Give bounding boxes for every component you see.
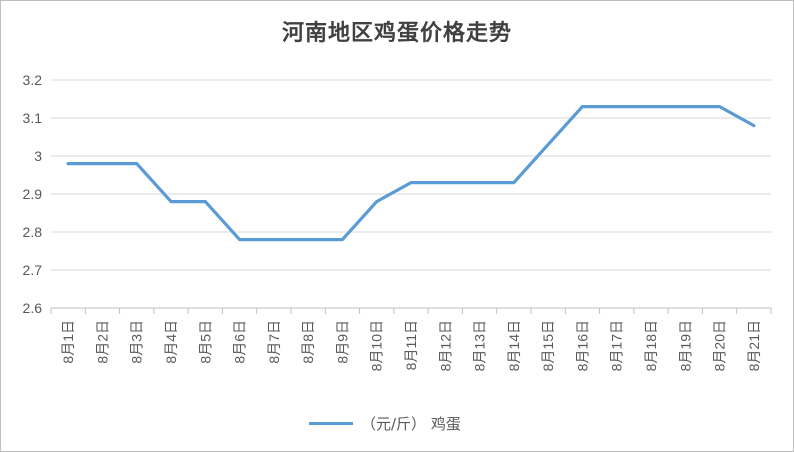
y-tick-label: 3.1 [23, 110, 43, 126]
x-tick-label: 8月19日 [677, 320, 693, 371]
x-tick-label: 8月21日 [746, 320, 762, 371]
x-tick-label: 8月11日 [403, 320, 419, 370]
y-tick-label: 2.7 [23, 262, 43, 278]
legend-label: （元/斤） 鸡蛋 [361, 414, 461, 433]
x-tick-label: 8月2日 [94, 320, 110, 364]
y-tick-label: 2.6 [23, 300, 43, 316]
x-tick-label: 8月15日 [540, 320, 556, 371]
x-tick-label: 8月20日 [712, 320, 728, 371]
y-tick-label: 3.2 [23, 72, 43, 88]
x-tick-label: 8月14日 [506, 320, 522, 371]
x-tick-label: 8月10日 [369, 320, 385, 371]
x-tick-label: 8月6日 [232, 320, 248, 364]
x-tick-label: 8月3日 [129, 320, 145, 364]
legend: （元/斤） 鸡蛋 [309, 413, 461, 433]
x-tick-label: 8月5日 [197, 320, 213, 364]
y-tick-label: 3 [34, 148, 42, 164]
x-tick-label: 8月9日 [334, 320, 350, 364]
x-tick-label: 8月7日 [266, 320, 282, 364]
x-tick-label: 8月17日 [609, 320, 625, 371]
x-tick-label: 8月4日 [163, 320, 179, 364]
y-tick-label: 2.9 [23, 186, 43, 202]
series-line [66, 104, 756, 242]
x-tick-label: 8月18日 [643, 320, 659, 371]
x-tick-label: 8月12日 [437, 320, 453, 371]
y-tick-label: 2.8 [23, 224, 43, 240]
legend-swatch [309, 421, 353, 425]
x-tick-label: 8月13日 [472, 320, 488, 371]
x-tick-label: 8月16日 [574, 320, 590, 371]
x-tick-label: 8月1日 [60, 320, 76, 364]
x-tick-label: 8月8日 [300, 320, 316, 364]
chart-title: 河南地区鸡蛋价格走势 [281, 20, 512, 46]
